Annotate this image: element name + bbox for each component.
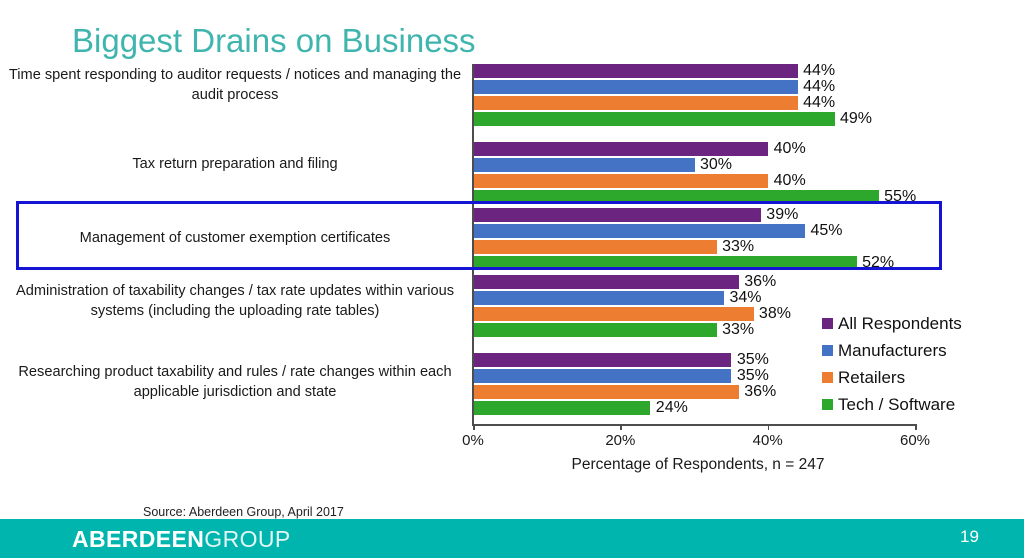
x-axis-tick [620,424,622,430]
category-label-0: Time spent responding to auditor request… [8,67,462,103]
legend-swatch-icon [822,372,833,383]
plot-area: 44% 44% 44% 49% 40% 30% 40% 55% 39% 45% 33% 52% 36% 3… [462,58,930,450]
bar [473,112,835,126]
legend-label: All Respondents [838,313,962,333]
bar-value-label: 52% [862,254,895,271]
x-axis-tick-label: 0% [462,432,484,449]
bar [473,190,879,204]
bar-value-label: 39% [766,206,799,223]
bar [473,240,717,254]
legend-item-retailers[interactable]: Retailers [822,364,1012,391]
category-label-4: Researching product taxability and rules… [18,364,452,400]
bar-value-label: 34% [729,289,762,306]
bar-value-label: 45% [810,222,843,239]
bar [473,208,761,222]
bar-value-label: 33% [722,238,755,255]
bar [473,307,754,321]
bar-chart: Time spent responding to auditor request… [0,58,1024,478]
x-axis-tick [767,424,770,430]
bar-value-label: 44% [803,94,836,111]
bar [473,64,798,78]
aberdeen-group-logo: ABERDEENGROUP [72,526,291,553]
bar [473,369,732,383]
y-axis-line [472,64,474,424]
page-title: Biggest Drains on Business [72,22,476,59]
legend-item-all-respondents[interactable]: All Respondents [822,310,1012,337]
bar [473,96,798,110]
legend-label: Retailers [838,367,906,387]
bar-value-label: 44% [803,62,836,79]
footer-band [0,519,1024,558]
x-axis-tick-label: 40% [752,432,783,449]
bar-value-label: 55% [884,188,917,205]
legend-swatch-icon [822,318,833,329]
x-axis-tick-label: 20% [605,432,636,449]
legend-item-tech-software[interactable]: Tech / Software [822,391,1012,418]
bar [473,353,732,367]
x-axis-title: Percentage of Respondents, n = 247 [571,456,825,473]
bar [473,174,769,188]
bar [473,385,739,399]
legend-swatch-icon [822,345,833,356]
bar-value-label: 36% [744,273,777,290]
bar-value-label: 24% [655,399,688,416]
bar [473,224,806,238]
bar [473,323,717,337]
legend-label: Tech / Software [838,394,956,414]
x-axis-tick [473,424,475,430]
category-label-1: Tax return preparation and filing [132,156,338,172]
bar-value-label: 44% [803,78,836,95]
bar-value-label: 36% [744,383,777,400]
category-label-2: Management of customer exemption certifi… [79,230,391,246]
chart-legend: All Respondents Manufacturers Retailers Tec… [822,310,1012,418]
bar-value-label: 38% [758,305,791,322]
x-axis-line [472,424,915,426]
bar [473,142,769,156]
legend-item-manufacturers[interactable]: Manufacturers [822,337,1012,364]
page-number: 19 [960,527,979,546]
logo-bold-text: ABERDEEN [72,526,205,552]
bar [473,256,857,270]
legend-label: Manufacturers [838,340,947,360]
category-label-3: Administration of taxability changes / t… [15,283,455,319]
bar-value-label: 49% [839,110,872,127]
x-axis-tick [915,424,917,430]
bar-value-label: 35% [736,351,769,368]
bar-value-label: 30% [700,156,733,173]
bar-value-label: 35% [736,367,769,384]
bar [473,80,798,94]
bar [473,275,739,289]
bar [473,158,695,172]
legend-swatch-icon [822,399,833,410]
x-axis-tick-label: 60% [899,432,931,449]
bar-value-label: 40% [773,172,806,189]
bar-value-label: 40% [773,140,806,157]
source-note: Source: Aberdeen Group, April 2017 [143,505,344,519]
logo-light-text: GROUP [204,526,291,552]
bar [473,291,725,305]
bar [473,401,651,415]
bar-value-label: 33% [722,321,755,338]
